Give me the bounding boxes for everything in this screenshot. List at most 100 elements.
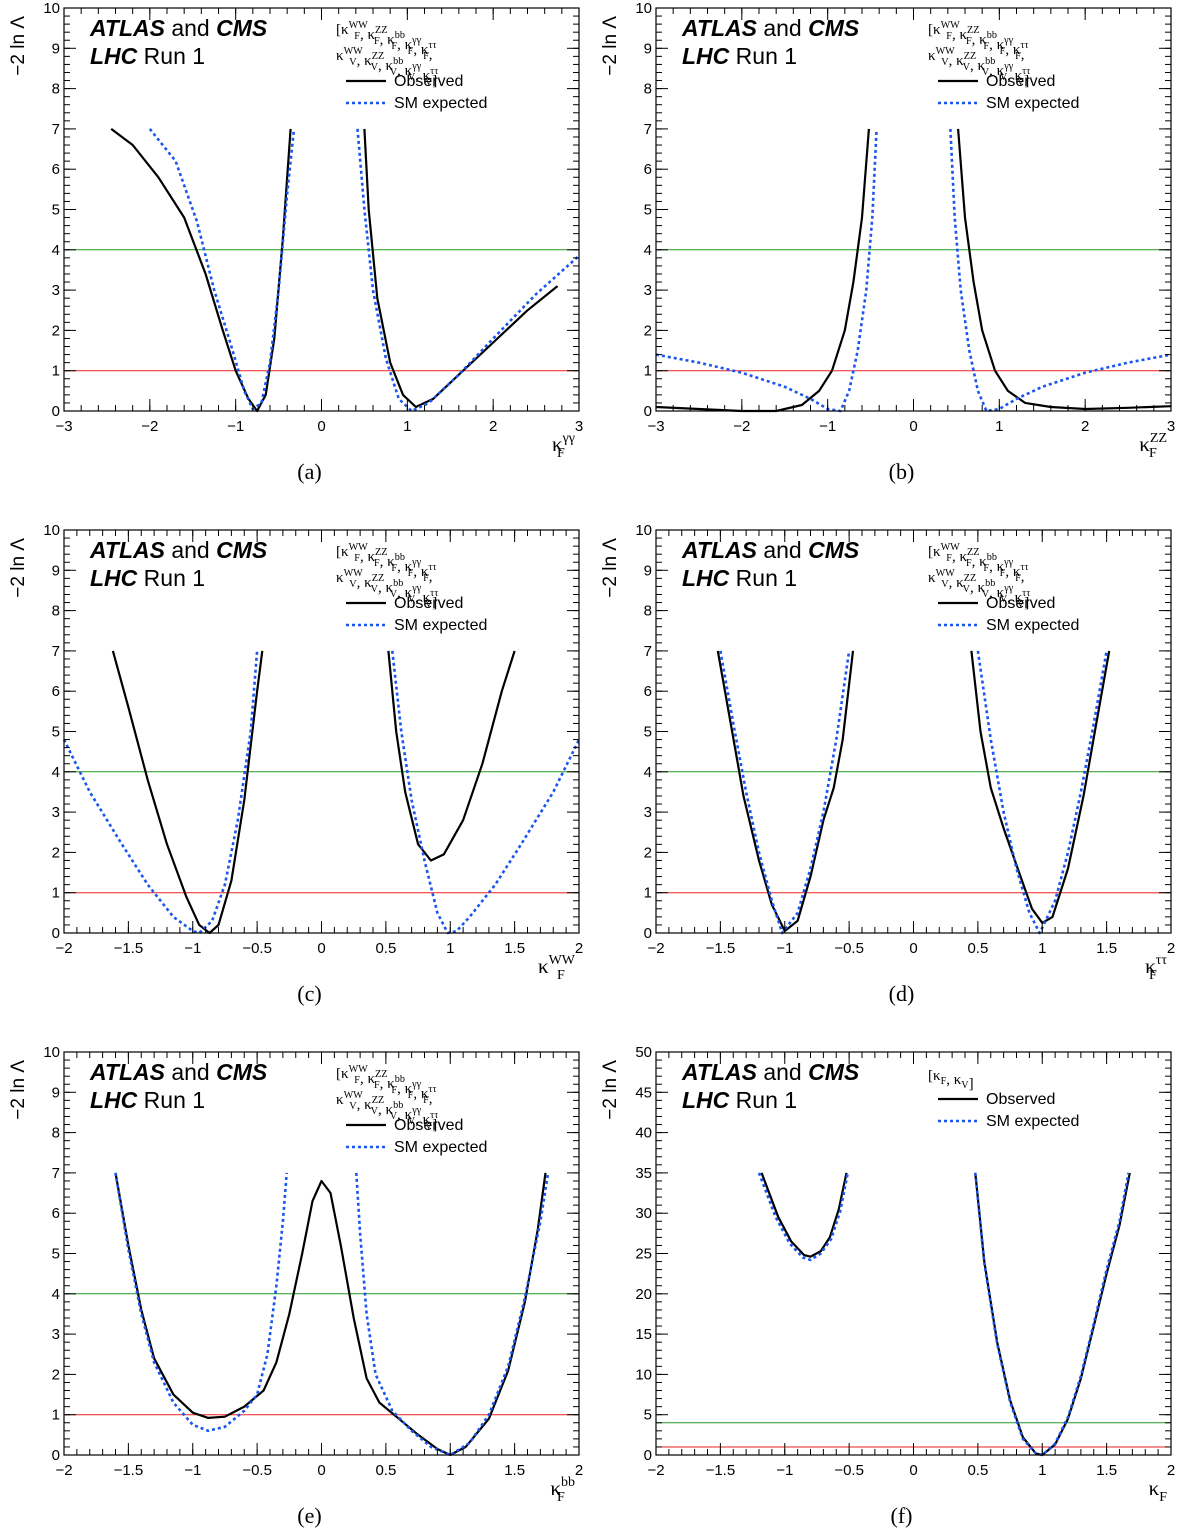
y-axis-label: −2 ln Λ [600, 16, 621, 76]
y-tick-label: 0 [52, 403, 60, 420]
x-tick-label: 1 [1038, 940, 1046, 957]
x-axis-label: κγγ F [552, 431, 575, 461]
x-tick-label: −1.5 [706, 1462, 736, 1479]
experiment-label: ATLAS and CMS [681, 15, 860, 41]
x-tick-label: −3 [55, 418, 72, 435]
y-tick-label: 5 [52, 724, 60, 741]
observed-curve [760, 1172, 848, 1258]
y-tick-label: 4 [52, 764, 60, 781]
x-tick-label: 3 [1167, 418, 1175, 435]
x-tick-label: −1 [819, 418, 836, 435]
y-tick-label: 0 [644, 925, 652, 942]
y-tick-label: 7 [52, 1165, 60, 1182]
run-label: LHC Run 1 [682, 43, 797, 69]
y-tick-label: 7 [644, 643, 652, 660]
observed-curve [974, 1172, 1131, 1457]
y-tick-label: 0 [52, 1447, 60, 1464]
y-tick-label: 3 [644, 804, 652, 821]
y-tick-label: 6 [52, 683, 60, 700]
panel-caption: (e) [297, 1503, 322, 1528]
observed-curve [114, 1172, 547, 1457]
parameter-list-line1: [κWW F, κZZ F, κbb F, κγγ F, κττ F, [336, 1064, 437, 1107]
x-tick-label: 1 [995, 418, 1003, 435]
x-tick-label: −2 [733, 418, 750, 435]
x-tick-label: −0.5 [834, 1462, 864, 1479]
y-tick-label: 8 [52, 81, 60, 98]
x-tick-label: 1 [446, 1462, 454, 1479]
legend-observed-label: Observed [986, 595, 1055, 612]
panel-caption: (d) [888, 981, 915, 1006]
panel-caption: (f) [890, 1503, 913, 1528]
legend-observed-label: Observed [986, 73, 1055, 90]
y-tick-label: 10 [635, 522, 652, 539]
x-tick-label: −1.5 [706, 940, 736, 957]
x-tick-label: −1 [184, 940, 201, 957]
x-axis-label: κF [1149, 1476, 1168, 1505]
x-tick-label: −2 [647, 1462, 664, 1479]
legend-expected-label: SM expected [986, 95, 1079, 112]
x-tick-label: −1 [776, 940, 793, 957]
run-label: LHC Run 1 [90, 1087, 205, 1113]
y-tick-label: 6 [52, 161, 60, 178]
x-tick-label: 2 [1167, 940, 1175, 957]
x-tick-label: −1 [776, 1462, 793, 1479]
x-tick-label: 0.5 [967, 1462, 988, 1479]
y-tick-label: 45 [635, 1084, 652, 1101]
y-tick-label: 7 [52, 121, 60, 138]
chart-panel-3: −2 −1.5 −1 −0.5 0 0.5 1 1.5 2 0 1 2 3 4 5 6 7 8 9 10 −2 ln Λ… [8, 522, 583, 983]
panel-caption: (a) [297, 459, 322, 484]
experiment-label: ATLAS and CMS [89, 1059, 268, 1085]
x-tick-label: 0.5 [967, 940, 988, 957]
y-tick-label: 6 [52, 1205, 60, 1222]
y-tick-label: 0 [644, 403, 652, 420]
y-tick-label: 20 [635, 1286, 652, 1303]
chart-panel-4: −2 −1.5 −1 −0.5 0 0.5 1 1.5 2 0 1 2 3 4 5 6 7 8 9 10 −2 ln Λ… [600, 522, 1175, 983]
legend-observed-label: Observed [394, 73, 463, 90]
y-tick-label: 8 [52, 603, 60, 620]
x-tick-label: 1 [446, 940, 454, 957]
y-tick-label: 5 [644, 724, 652, 741]
y-tick-label: 9 [52, 40, 60, 57]
expected-curve [355, 1172, 550, 1457]
expected-curve [719, 650, 851, 935]
x-tick-label: 1 [1038, 1462, 1046, 1479]
observed-curve [655, 128, 870, 413]
y-tick-label: 10 [635, 0, 652, 17]
expected-curve [949, 128, 1172, 413]
x-axis-label: κZZ F [1139, 431, 1167, 461]
y-tick-label: 15 [635, 1326, 652, 1343]
expected-curve [148, 128, 296, 411]
y-tick-label: 4 [644, 764, 652, 781]
experiment-label: ATLAS and CMS [681, 1059, 860, 1085]
y-tick-label: 7 [644, 121, 652, 138]
y-tick-label: 40 [635, 1125, 652, 1142]
y-tick-label: 5 [644, 1407, 652, 1424]
x-axis-label: κWW F [538, 953, 576, 983]
y-tick-label: 5 [52, 202, 60, 219]
y-tick-label: 1 [52, 363, 60, 380]
experiment-label: ATLAS and CMS [89, 537, 268, 563]
observed-curve [363, 128, 559, 409]
x-tick-label: 0 [909, 1462, 917, 1479]
y-tick-label: 10 [635, 1366, 652, 1383]
x-tick-label: 0.5 [375, 940, 396, 957]
parameter-list-line2: κWW V, κZZ V, κbb V, κγγ V, κττ V] [928, 568, 1030, 611]
x-tick-label: 3 [575, 418, 583, 435]
y-tick-label: 50 [635, 1044, 652, 1061]
y-tick-label: 8 [644, 81, 652, 98]
y-tick-label: 3 [52, 282, 60, 299]
x-tick-label: 0.5 [375, 1462, 396, 1479]
x-tick-label: 0 [909, 940, 917, 957]
x-tick-label: 1 [403, 418, 411, 435]
parameter-list-line2: κWW V, κZZ V, κbb V, κγγ V, κττ V] [336, 568, 438, 611]
legend-expected-label: SM expected [394, 617, 487, 634]
y-tick-label: 10 [43, 522, 60, 539]
observed-curve [970, 650, 1111, 924]
x-tick-label: 0 [317, 418, 325, 435]
expected-curve [655, 128, 878, 413]
y-tick-label: 5 [52, 1246, 60, 1263]
legend-expected-label: SM expected [986, 1113, 1079, 1130]
x-tick-label: −1.5 [114, 1462, 144, 1479]
y-tick-label: 8 [644, 603, 652, 620]
